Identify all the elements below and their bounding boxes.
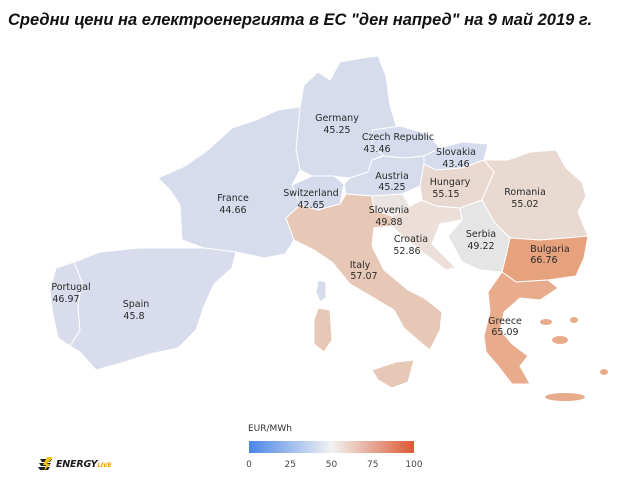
label-spain-name: Spain — [123, 299, 150, 310]
legend-title: EUR/MWh — [248, 424, 292, 434]
label-germany-value: 45.25 — [323, 125, 350, 136]
island-aegean-2 — [540, 319, 552, 325]
label-france-value: 44.66 — [219, 205, 246, 216]
country-croatia[interactable] — [391, 199, 463, 271]
island-aegean-3 — [570, 317, 578, 323]
label-france-name: France — [217, 193, 249, 204]
label-serbia-value: 49.22 — [467, 241, 494, 252]
label-switzerland-name: Switzerland — [283, 188, 338, 199]
label-austria-value: 45.25 — [378, 182, 405, 193]
label-romania-value: 55.02 — [511, 199, 538, 210]
label-hungary-value: 55.15 — [432, 189, 459, 200]
island-aegean-1 — [552, 336, 568, 344]
legend-tick: 75 — [367, 460, 379, 470]
legend-tick: 100 — [405, 460, 423, 470]
country-italy-sardinia[interactable] — [313, 307, 333, 353]
island-crete — [545, 393, 585, 401]
island-rhodes — [600, 369, 608, 375]
island-corsica — [315, 279, 327, 303]
country-bulgaria[interactable] — [501, 235, 589, 283]
label-slovakia-name: Slovakia — [436, 147, 476, 158]
label-slovakia-value: 43.46 — [442, 159, 469, 170]
label-croatia-value: 52.86 — [393, 246, 420, 257]
country-italy[interactable] — [285, 193, 443, 351]
label-portugal-value: 46.97 — [52, 294, 79, 305]
map-title: Средни цени на електроенергията в ЕС "де… — [8, 11, 593, 29]
label-serbia-name: Serbia — [466, 229, 496, 240]
label-bulgaria-value: 66.76 — [530, 255, 557, 266]
label-germany-name: Germany — [315, 113, 359, 124]
logo-text: ENERGYLIVE — [56, 459, 112, 470]
legend-tick: 25 — [284, 460, 296, 470]
legend-tick: 0 — [246, 460, 252, 470]
legend-color-scale — [249, 441, 414, 453]
label-slovenia-name: Slovenia — [369, 205, 409, 216]
label-czech-value: 43.46 — [363, 144, 390, 155]
country-italy-sicily[interactable] — [371, 359, 415, 389]
logo-suffix: LIVE — [97, 462, 112, 469]
country-labels: Germany 45.25 Czech Republic 43.46 Slova… — [51, 113, 569, 338]
label-italy-name: Italy — [350, 260, 371, 271]
legend-tick: 50 — [325, 460, 338, 470]
label-switzerland-value: 42.65 — [297, 200, 324, 211]
label-spain-value: 45.8 — [123, 311, 144, 322]
label-croatia-name: Croatia — [394, 234, 428, 245]
label-hungary-name: Hungary — [430, 177, 471, 188]
label-portugal-name: Portugal — [51, 282, 90, 293]
label-bulgaria-name: Bulgaria — [530, 244, 569, 255]
logo-word: ENERGY — [56, 459, 98, 470]
country-greece[interactable] — [483, 271, 559, 385]
label-italy-value: 57.07 — [350, 271, 377, 282]
country-shapes — [49, 55, 608, 401]
label-greece-value: 65.09 — [491, 327, 518, 338]
label-slovenia-value: 49.88 — [375, 217, 402, 228]
label-romania-name: Romania — [504, 187, 546, 198]
label-czech-name: Czech Republic — [362, 132, 434, 143]
energy-live-logo-icon — [38, 457, 53, 471]
label-greece-name: Greece — [488, 316, 522, 327]
country-spain[interactable] — [69, 247, 237, 371]
country-france[interactable] — [157, 106, 301, 259]
label-austria-name: Austria — [375, 171, 409, 182]
